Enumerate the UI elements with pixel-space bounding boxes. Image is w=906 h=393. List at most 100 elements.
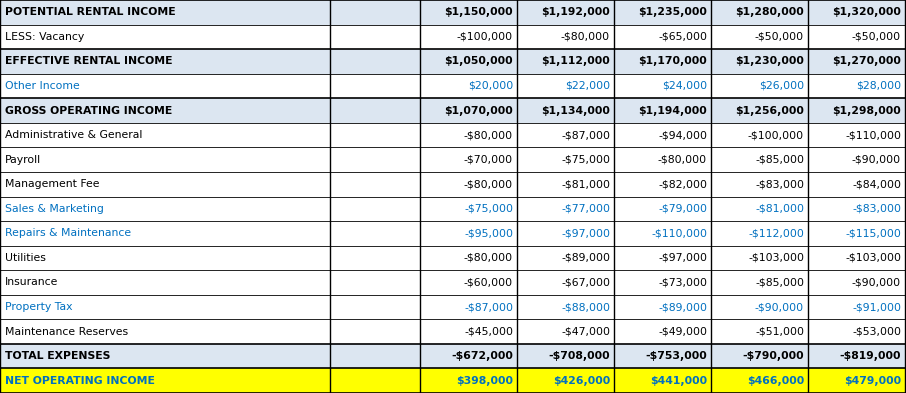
Text: LESS: Vacancy: LESS: Vacancy: [5, 32, 84, 42]
Bar: [0, 369, 906, 393]
Text: POTENTIAL RENTAL INCOME: POTENTIAL RENTAL INCOME: [5, 7, 176, 17]
Text: -$87,000: -$87,000: [561, 130, 610, 140]
Text: -$90,000: -$90,000: [852, 277, 901, 287]
Bar: [0, 221, 906, 246]
Text: -$672,000: -$672,000: [451, 351, 513, 361]
Text: $1,270,000: $1,270,000: [832, 57, 901, 66]
Text: $1,230,000: $1,230,000: [735, 57, 804, 66]
Text: -$50,000: -$50,000: [852, 32, 901, 42]
Bar: [0, 295, 906, 319]
Bar: [0, 49, 906, 73]
Text: -$85,000: -$85,000: [755, 155, 804, 165]
Text: $1,192,000: $1,192,000: [541, 7, 610, 17]
Bar: [0, 319, 906, 344]
Text: -$83,000: -$83,000: [852, 204, 901, 214]
Text: $426,000: $426,000: [553, 376, 610, 386]
Text: -$87,000: -$87,000: [464, 302, 513, 312]
Bar: [0, 0, 906, 24]
Text: $1,050,000: $1,050,000: [444, 57, 513, 66]
Text: -$82,000: -$82,000: [658, 179, 707, 189]
Text: TOTAL EXPENSES: TOTAL EXPENSES: [5, 351, 111, 361]
Text: Administrative & General: Administrative & General: [5, 130, 142, 140]
Text: $1,134,000: $1,134,000: [541, 106, 610, 116]
Text: Property Tax: Property Tax: [5, 302, 72, 312]
Text: GROSS OPERATING INCOME: GROSS OPERATING INCOME: [5, 106, 172, 116]
Text: $466,000: $466,000: [747, 376, 804, 386]
Text: $1,070,000: $1,070,000: [444, 106, 513, 116]
Text: -$81,000: -$81,000: [755, 204, 804, 214]
Text: Repairs & Maintenance: Repairs & Maintenance: [5, 228, 131, 238]
Text: -$80,000: -$80,000: [464, 179, 513, 189]
Text: -$60,000: -$60,000: [464, 277, 513, 287]
Text: -$103,000: -$103,000: [845, 253, 901, 263]
Text: $28,000: $28,000: [856, 81, 901, 91]
Text: -$67,000: -$67,000: [561, 277, 610, 287]
Text: -$81,000: -$81,000: [561, 179, 610, 189]
Text: -$94,000: -$94,000: [658, 130, 707, 140]
Text: $1,298,000: $1,298,000: [833, 106, 901, 116]
Bar: [0, 98, 906, 123]
Text: Utilities: Utilities: [5, 253, 46, 263]
Text: -$75,000: -$75,000: [561, 155, 610, 165]
Text: -$77,000: -$77,000: [561, 204, 610, 214]
Text: -$90,000: -$90,000: [852, 155, 901, 165]
Text: -$88,000: -$88,000: [561, 302, 610, 312]
Text: -$51,000: -$51,000: [755, 327, 804, 336]
Text: EFFECTIVE RENTAL INCOME: EFFECTIVE RENTAL INCOME: [5, 57, 172, 66]
Text: -$80,000: -$80,000: [464, 253, 513, 263]
Text: -$91,000: -$91,000: [852, 302, 901, 312]
Text: -$50,000: -$50,000: [755, 32, 804, 42]
Text: -$47,000: -$47,000: [561, 327, 610, 336]
Text: $1,320,000: $1,320,000: [832, 7, 901, 17]
Text: -$97,000: -$97,000: [561, 228, 610, 238]
Text: $1,170,000: $1,170,000: [638, 57, 707, 66]
Text: -$80,000: -$80,000: [561, 32, 610, 42]
Text: -$70,000: -$70,000: [464, 155, 513, 165]
Text: $1,112,000: $1,112,000: [541, 57, 610, 66]
Bar: [0, 246, 906, 270]
Bar: [0, 24, 906, 49]
Text: -$110,000: -$110,000: [845, 130, 901, 140]
Text: Management Fee: Management Fee: [5, 179, 100, 189]
Bar: [0, 147, 906, 172]
Text: Insurance: Insurance: [5, 277, 58, 287]
Text: $1,256,000: $1,256,000: [735, 106, 804, 116]
Text: -$790,000: -$790,000: [742, 351, 804, 361]
Bar: [0, 196, 906, 221]
Text: -$65,000: -$65,000: [658, 32, 707, 42]
Text: -$75,000: -$75,000: [464, 204, 513, 214]
Text: $20,000: $20,000: [467, 81, 513, 91]
Text: -$100,000: -$100,000: [747, 130, 804, 140]
Text: -$89,000: -$89,000: [561, 253, 610, 263]
Text: -$79,000: -$79,000: [658, 204, 707, 214]
Text: -$100,000: -$100,000: [457, 32, 513, 42]
Bar: [0, 172, 906, 196]
Text: NET OPERATING INCOME: NET OPERATING INCOME: [5, 376, 155, 386]
Text: -$103,000: -$103,000: [748, 253, 804, 263]
Text: Maintenance Reserves: Maintenance Reserves: [5, 327, 128, 336]
Text: $1,280,000: $1,280,000: [736, 7, 804, 17]
Text: $22,000: $22,000: [564, 81, 610, 91]
Text: -$80,000: -$80,000: [658, 155, 707, 165]
Bar: [0, 270, 906, 295]
Text: -$45,000: -$45,000: [464, 327, 513, 336]
Text: -$85,000: -$85,000: [755, 277, 804, 287]
Text: $1,194,000: $1,194,000: [638, 106, 707, 116]
Text: -$49,000: -$49,000: [658, 327, 707, 336]
Text: -$73,000: -$73,000: [658, 277, 707, 287]
Text: $398,000: $398,000: [456, 376, 513, 386]
Text: -$90,000: -$90,000: [755, 302, 804, 312]
Text: -$97,000: -$97,000: [658, 253, 707, 263]
Bar: [0, 123, 906, 147]
Text: -$89,000: -$89,000: [658, 302, 707, 312]
Text: -$84,000: -$84,000: [852, 179, 901, 189]
Text: $1,235,000: $1,235,000: [638, 7, 707, 17]
Bar: [0, 73, 906, 98]
Text: -$110,000: -$110,000: [651, 228, 707, 238]
Text: -$95,000: -$95,000: [464, 228, 513, 238]
Text: $24,000: $24,000: [662, 81, 707, 91]
Text: -$112,000: -$112,000: [748, 228, 804, 238]
Text: -$753,000: -$753,000: [645, 351, 707, 361]
Text: $441,000: $441,000: [650, 376, 707, 386]
Text: $479,000: $479,000: [843, 376, 901, 386]
